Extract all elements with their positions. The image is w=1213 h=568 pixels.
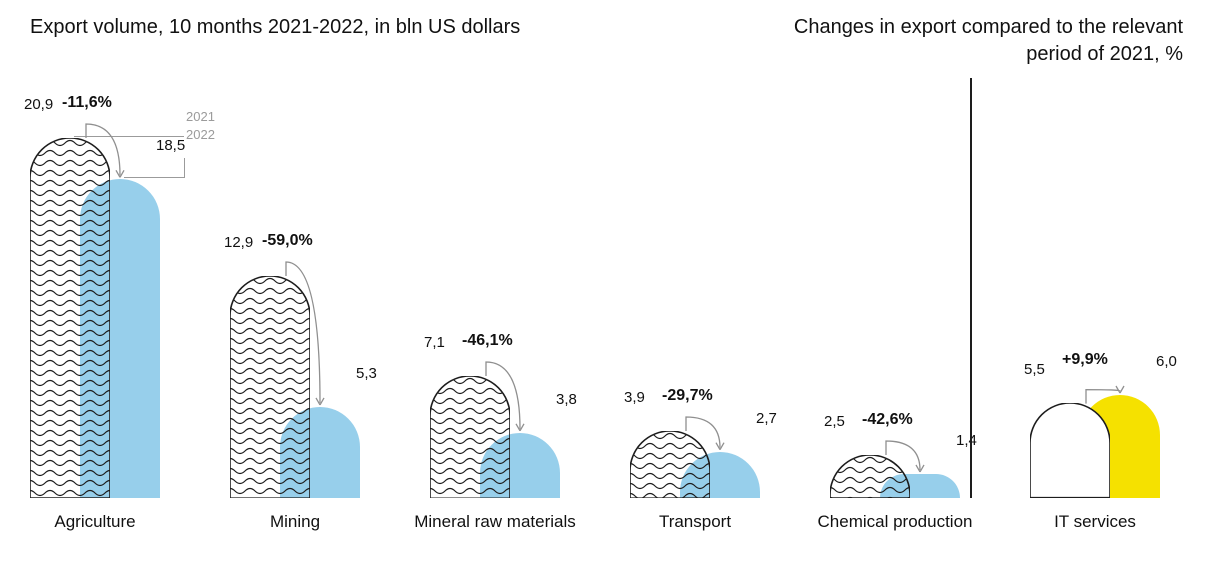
bar-2021 xyxy=(430,376,510,498)
title-left: Export volume, 10 months 2021-2022, in b… xyxy=(30,14,520,68)
value-2022: 6,0 xyxy=(1156,353,1177,373)
bar-2021 xyxy=(30,138,110,498)
category-label: Transport xyxy=(585,498,805,532)
value-2021: 5,5 xyxy=(1024,361,1045,381)
value-2021: 12,9 xyxy=(224,234,253,254)
value-2022: 18,5 xyxy=(156,137,185,157)
pct-change: -46,1% xyxy=(462,332,513,350)
category-label: Mineral raw materials xyxy=(385,498,605,532)
legend-2021: 2021 xyxy=(186,108,215,126)
legend-2022: 2022 xyxy=(186,126,215,144)
bar-2021 xyxy=(230,276,310,498)
title-right: Changes in export compared to the releva… xyxy=(783,14,1183,68)
legend-connector-2022 xyxy=(124,177,184,178)
value-2022: 3,8 xyxy=(556,391,577,411)
pct-change: +9,9% xyxy=(1062,351,1108,369)
value-2022: 1,4 xyxy=(956,432,977,452)
pct-change: -59,0% xyxy=(262,232,313,250)
legend-connector-2021 xyxy=(74,136,184,137)
bar-2021 xyxy=(630,431,710,498)
value-2021: 7,1 xyxy=(424,334,445,354)
section-divider xyxy=(970,78,972,498)
pct-change: -42,6% xyxy=(862,411,913,429)
titles: Export volume, 10 months 2021-2022, in b… xyxy=(30,14,1183,68)
bar-2021 xyxy=(1030,403,1110,498)
value-2022: 5,3 xyxy=(356,365,377,385)
value-2021: 20,9 xyxy=(24,96,53,116)
category-label: Chemical production xyxy=(785,498,1005,532)
bar-2021 xyxy=(830,455,910,498)
value-2021: 2,5 xyxy=(824,413,845,433)
legend-connector-riser xyxy=(184,158,185,178)
pct-change: -11,6% xyxy=(62,94,112,112)
category-label: Agriculture xyxy=(0,498,205,532)
category-label: Mining xyxy=(185,498,405,532)
legend: 20212022 xyxy=(186,108,215,144)
chart-wrap: Export volume, 10 months 2021-2022, in b… xyxy=(0,0,1213,568)
value-2021: 3,9 xyxy=(624,389,645,409)
pct-change: -29,7% xyxy=(662,387,713,405)
category-label: IT services xyxy=(985,498,1205,532)
value-2022: 2,7 xyxy=(756,410,777,430)
plot-area: 20,918,5-11,6%Agriculture12,95,3-59,0%Mi… xyxy=(30,98,1183,498)
